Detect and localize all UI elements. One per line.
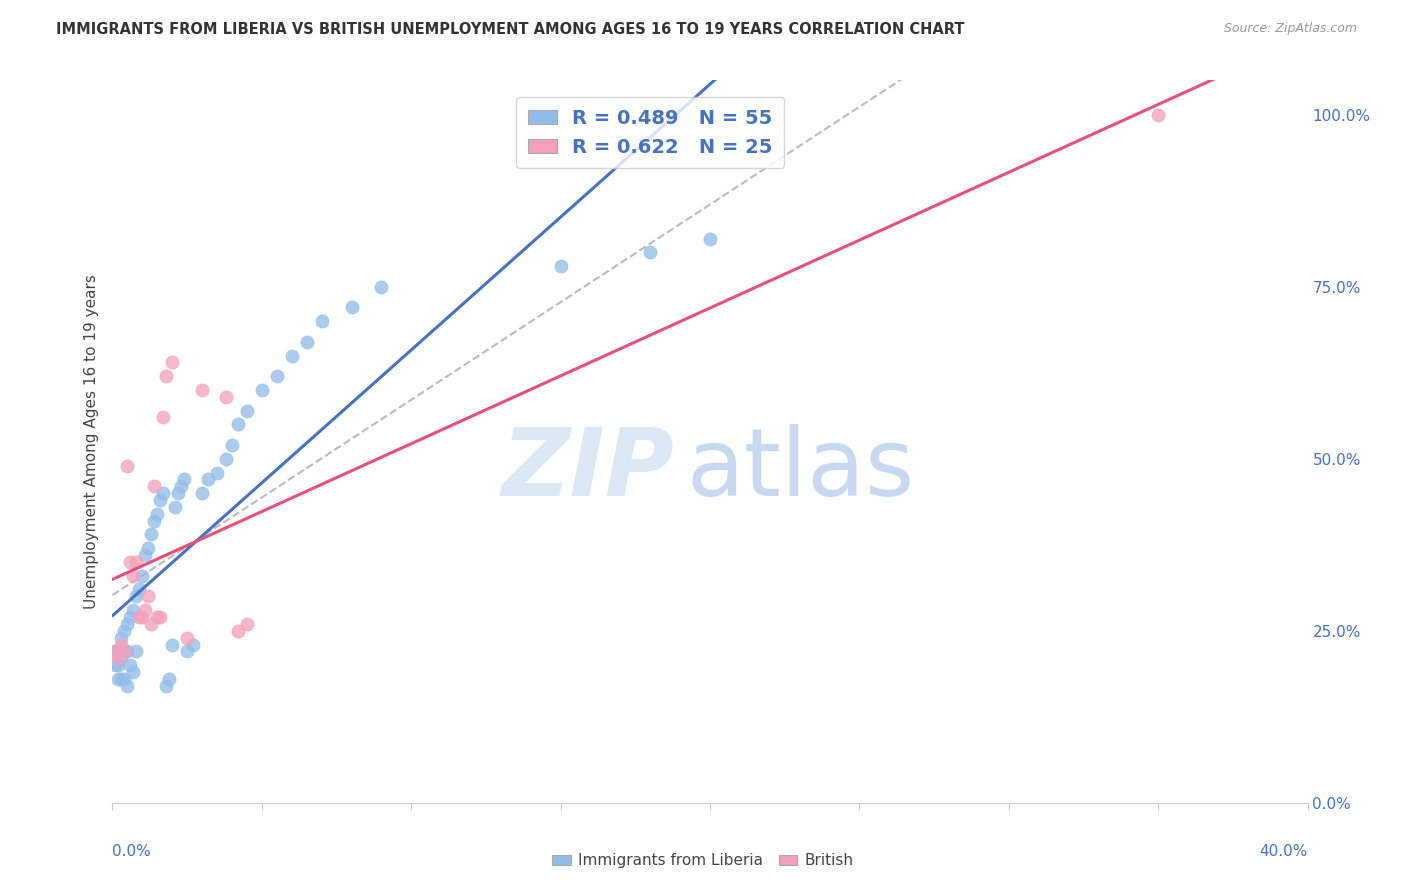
Point [146, 507, 169, 521]
Text: ZIP: ZIP [502, 425, 675, 516]
Point [120, 555, 142, 569]
Point [266, 369, 288, 384]
Point [120, 610, 142, 624]
Point [165, 500, 187, 514]
Point [191, 383, 214, 397]
Point [110, 638, 132, 652]
Point [152, 486, 174, 500]
Point [134, 548, 156, 562]
Point [197, 472, 219, 486]
Point [370, 279, 392, 293]
Point [125, 644, 148, 658]
Point [107, 658, 129, 673]
Point [128, 582, 150, 597]
Text: Source: ZipAtlas.com: Source: ZipAtlas.com [1223, 22, 1357, 36]
Point [114, 644, 135, 658]
Point [215, 451, 238, 466]
Point [125, 555, 148, 569]
Point [114, 644, 135, 658]
Legend: Immigrants from Liberia, British: Immigrants from Liberia, British [547, 847, 859, 874]
Point [155, 679, 177, 693]
Point [138, 590, 160, 604]
Point [167, 486, 190, 500]
Point [226, 417, 249, 432]
Point [162, 638, 183, 652]
Point [114, 624, 135, 638]
Point [550, 259, 572, 273]
Point [143, 514, 166, 528]
Point [131, 610, 153, 624]
Point [170, 479, 193, 493]
Point [250, 383, 273, 397]
Text: 0.0%: 0.0% [112, 845, 152, 860]
Point [117, 644, 139, 658]
Point [699, 231, 721, 245]
Point [110, 651, 132, 665]
Point [141, 527, 163, 541]
Point [281, 349, 304, 363]
Point [128, 610, 150, 624]
Point [181, 638, 204, 652]
Point [1147, 108, 1170, 122]
Point [110, 672, 132, 686]
Point [122, 665, 145, 679]
Text: 40.0%: 40.0% [1260, 845, 1308, 860]
Point [125, 590, 148, 604]
Point [640, 245, 662, 260]
Point [146, 610, 169, 624]
Point [120, 658, 142, 673]
Point [236, 403, 259, 417]
Point [155, 369, 177, 384]
Point [117, 679, 139, 693]
Point [141, 616, 163, 631]
Point [221, 438, 243, 452]
Text: atlas: atlas [686, 425, 914, 516]
Point [173, 472, 195, 486]
Point [162, 355, 183, 369]
Point [117, 458, 139, 473]
Point [311, 314, 333, 328]
Point [104, 644, 127, 658]
Point [191, 486, 214, 500]
Point [131, 568, 153, 582]
Point [149, 493, 172, 508]
Point [157, 672, 180, 686]
Legend: R = 0.489   N = 55, R = 0.622   N = 25: R = 0.489 N = 55, R = 0.622 N = 25 [516, 97, 785, 169]
Point [134, 603, 156, 617]
Point [149, 610, 172, 624]
Point [295, 334, 318, 349]
Text: IMMIGRANTS FROM LIBERIA VS BRITISH UNEMPLOYMENT AMONG AGES 16 TO 19 YEARS CORREL: IMMIGRANTS FROM LIBERIA VS BRITISH UNEMP… [56, 22, 965, 37]
Point [104, 644, 127, 658]
Point [107, 672, 129, 686]
Point [205, 466, 228, 480]
Point [176, 631, 198, 645]
Point [122, 603, 145, 617]
Point [117, 616, 139, 631]
Point [176, 644, 198, 658]
Point [340, 301, 363, 315]
Point [152, 410, 174, 425]
Point [114, 672, 135, 686]
Point [236, 616, 259, 631]
Point [122, 568, 145, 582]
Point [226, 624, 249, 638]
Point [215, 390, 238, 404]
Point [107, 644, 129, 658]
Point [104, 658, 127, 673]
Point [110, 631, 132, 645]
Point [107, 651, 129, 665]
Y-axis label: Unemployment Among Ages 16 to 19 years: Unemployment Among Ages 16 to 19 years [83, 274, 98, 609]
Point [143, 479, 166, 493]
Point [138, 541, 160, 556]
